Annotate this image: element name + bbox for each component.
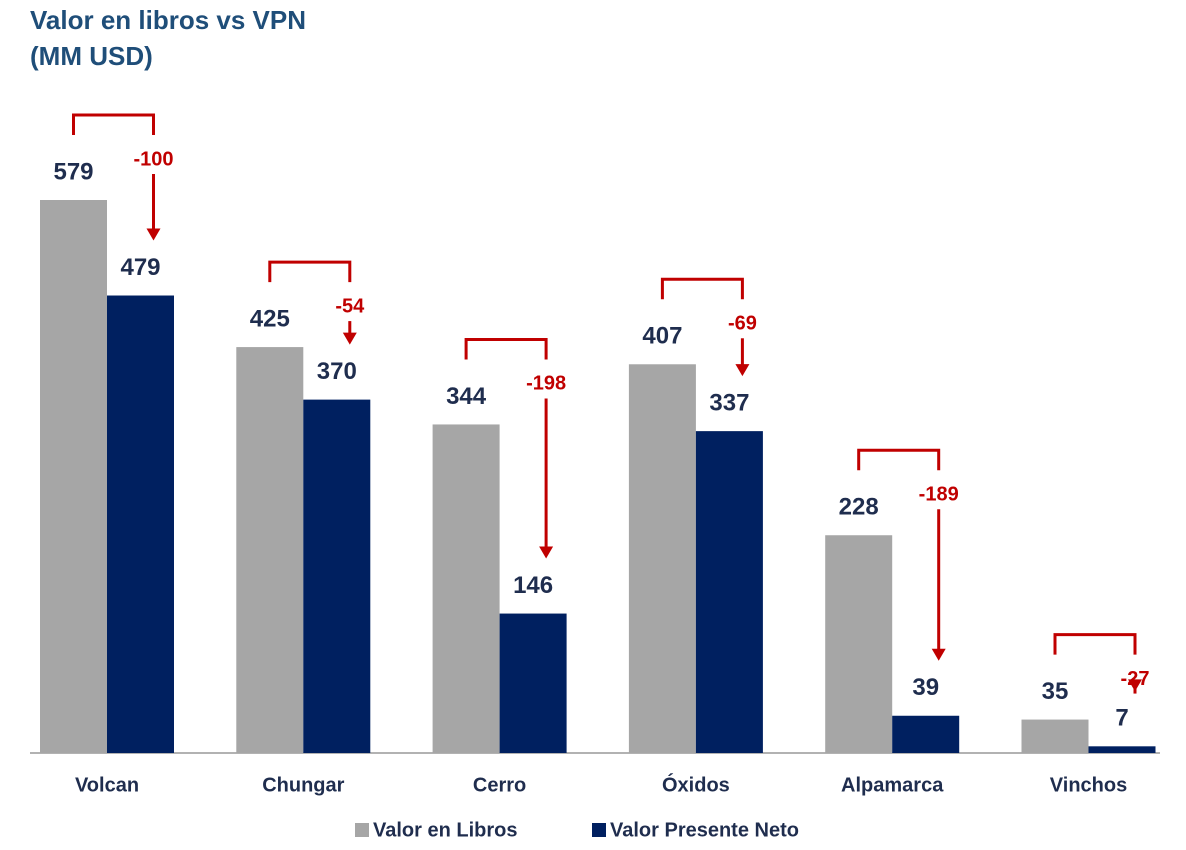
difference-arrowhead — [735, 364, 750, 377]
difference-bracket — [660, 277, 744, 300]
value-label: 425 — [250, 305, 290, 332]
legend-swatch — [355, 823, 369, 837]
value-label: 337 — [709, 389, 749, 416]
difference-label: -69 — [728, 313, 757, 335]
bar — [499, 613, 567, 753]
legend-swatch — [592, 823, 606, 837]
x-tick-label: Óxidos — [662, 772, 730, 796]
difference-arrowhead — [539, 546, 554, 559]
bar — [236, 347, 304, 753]
bar — [892, 715, 960, 753]
bar — [1088, 746, 1156, 753]
difference-label: -100 — [133, 148, 173, 170]
bar — [825, 535, 893, 753]
difference-arrowhead — [1128, 679, 1142, 692]
x-tick-label: Cerro — [473, 774, 526, 796]
legend-label: Valor Presente Neto — [610, 819, 799, 841]
x-tick-label: Vinchos — [1050, 774, 1127, 796]
difference-bracket — [1053, 633, 1137, 655]
value-label: 370 — [317, 358, 357, 385]
difference-label: -189 — [919, 484, 959, 506]
value-label: 39 — [912, 674, 939, 701]
difference-bracket — [72, 113, 155, 135]
difference-bracket — [857, 448, 941, 471]
value-label: 479 — [120, 254, 160, 281]
difference-arrowhead — [342, 332, 357, 345]
legend-label: Valor en Libros — [373, 819, 517, 841]
value-label: 344 — [446, 383, 487, 410]
difference-label: -198 — [526, 373, 566, 395]
bar — [1021, 719, 1089, 753]
bar — [40, 200, 107, 753]
difference-label: -54 — [335, 295, 365, 317]
x-tick-label: Alpamarca — [841, 774, 944, 796]
chart-title: (MM USD) — [30, 41, 153, 71]
difference-arrowhead — [931, 648, 946, 661]
value-label: 407 — [642, 323, 682, 350]
value-label: 579 — [53, 158, 93, 185]
value-label: 146 — [513, 572, 553, 599]
value-label: 35 — [1042, 678, 1069, 705]
bar — [695, 431, 763, 753]
difference-arrowhead — [146, 228, 161, 241]
difference-label: -27 — [1121, 668, 1150, 690]
bar — [107, 295, 174, 753]
bar — [303, 399, 371, 753]
bar — [628, 364, 696, 753]
value-label: 7 — [1115, 705, 1128, 732]
chart-title: Valor en libros vs VPN — [30, 5, 306, 35]
difference-bracket — [268, 260, 352, 283]
bar — [432, 424, 500, 753]
x-tick-label: Volcan — [75, 774, 139, 796]
x-tick-label: Chungar — [262, 774, 344, 796]
value-label: 228 — [839, 494, 879, 521]
difference-bracket — [464, 337, 548, 360]
